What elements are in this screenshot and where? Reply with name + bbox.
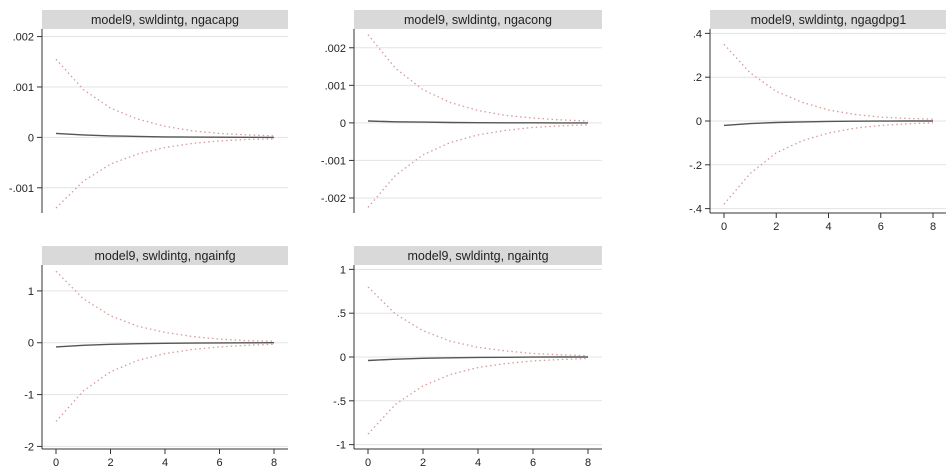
x-tick-label: 4 [825, 221, 831, 233]
y-tick-label: -2 [24, 441, 34, 453]
panel-title: model9, swldintg, ngacapg [91, 13, 239, 27]
x-tick-label: 8 [585, 457, 591, 466]
y-tick-label: .5 [337, 308, 346, 320]
x-tick-label: 4 [162, 457, 168, 466]
y-tick-label: -1 [24, 390, 34, 402]
y-tick-label: 0 [28, 132, 34, 144]
y-tick-label: .4 [693, 28, 702, 40]
y-tick-label: 0 [696, 116, 702, 128]
y-tick-label: 0 [340, 118, 346, 130]
ci-upper-line [55, 270, 275, 342]
y-tick-label: 1 [28, 286, 34, 298]
y-tick-label: .002 [13, 32, 34, 44]
panel-title-bar [354, 10, 602, 29]
irf-line [55, 132, 275, 139]
ci-lower-line [367, 124, 589, 208]
x-tick-label: 2 [420, 457, 426, 466]
y-tick-label: -.001 [9, 183, 34, 195]
x-tick-label: 6 [530, 457, 536, 466]
y-tick-label: .001 [13, 82, 34, 94]
panel-title: model9, swldintg, ngacong [404, 13, 552, 27]
ci-upper-line [723, 43, 934, 120]
y-tick-label: .2 [693, 72, 702, 84]
y-tick-label: -.001 [321, 155, 346, 167]
ci-upper-line [367, 34, 589, 122]
y-tick-label: .001 [325, 80, 346, 92]
panel-3: model9, swldintg, ngainfg 1 0 -1 -2 0 2 4 6 8 [24, 246, 288, 466]
panel-0: model9, swldintg, ngacapg .002 .001 0 -.001 [9, 10, 288, 213]
y-tick-label: 0 [340, 352, 346, 364]
panel-title: model9, swldintg, ngagdpg1 [751, 13, 907, 27]
irf-line [367, 356, 588, 362]
y-tick-label: -.4 [689, 204, 702, 216]
ci-lower-line [367, 357, 589, 435]
y-tick-label: -.2 [689, 160, 702, 172]
y-tick-label: 1 [340, 264, 346, 276]
panel-title: model9, swldintg, ngainfg [94, 249, 235, 263]
ci-lower-line [723, 122, 934, 205]
panel-title-bar [42, 10, 288, 29]
y-tick-label: .002 [325, 43, 346, 55]
panel-2: model9, swldintg, ngagdpg1 .4 .2 0 -.2 -.4 0 2 4… [689, 10, 946, 233]
ci-lower-line [55, 138, 275, 209]
ci-upper-line [55, 58, 275, 137]
x-tick-label: 6 [878, 221, 884, 233]
panel-title-bar [42, 246, 288, 265]
x-tick-label: 0 [365, 457, 371, 466]
x-tick-label: 0 [53, 457, 59, 466]
panel-4: model9, swldintg, ngaintg 1 .5 0 -.5 -1 0 2 4 6 8 [333, 246, 602, 466]
panel-title-bar [710, 10, 946, 29]
panel-1: model9, swldintg, ngacong .002 .001 0 -.001 -… [321, 10, 602, 213]
irf-line [367, 120, 588, 124]
x-tick-label: 4 [475, 457, 481, 466]
y-tick-label: -1 [336, 440, 346, 452]
irf-line [723, 120, 933, 127]
y-tick-label: -.002 [321, 193, 346, 205]
ci-lower-line [55, 343, 275, 422]
x-tick-label: 6 [216, 457, 222, 466]
ci-upper-line [367, 286, 589, 357]
x-tick-label: 0 [721, 221, 727, 233]
x-tick-label: 2 [107, 457, 113, 466]
x-tick-label: 8 [271, 457, 277, 466]
panel-title-bar [354, 246, 602, 265]
x-tick-label: 2 [773, 221, 779, 233]
y-tick-label: 0 [28, 338, 34, 350]
y-tick-label: -.5 [333, 396, 346, 408]
x-tick-label: 8 [930, 221, 936, 233]
irf-line [55, 342, 275, 348]
panel-title: model9, swldintg, ngaintg [407, 249, 548, 263]
